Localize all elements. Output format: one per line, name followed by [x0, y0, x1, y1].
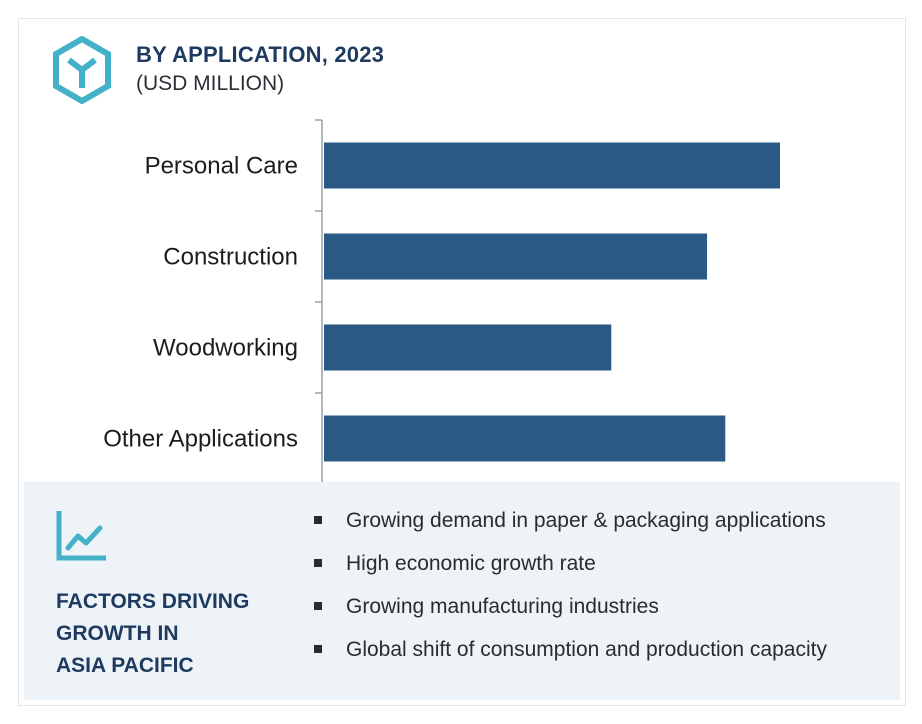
category-label: Other Applications [103, 426, 298, 453]
factors-title-line: ASIA PACIFIC [56, 654, 194, 677]
line-chart-icon [56, 511, 106, 561]
bars-group [324, 142, 780, 462]
list-item-text: High economic growth rate [346, 552, 596, 575]
bullet-icon [314, 645, 322, 653]
bar [324, 415, 726, 462]
bar [324, 233, 708, 280]
list-item: Growing demand in paper & packaging appl… [314, 506, 827, 549]
category-label: Personal Care [145, 153, 298, 180]
list-item-text: Growing demand in paper & packaging appl… [346, 509, 826, 532]
chart-title: BY APPLICATION, 2023 [136, 42, 385, 67]
bullet-icon [314, 559, 322, 567]
bullet-icon [314, 602, 322, 610]
list-item: Growing manufacturing industries [314, 592, 827, 635]
factors-title: FACTORS DRIVING GROWTH IN ASIA PACIFIC [56, 586, 296, 682]
category-labels: Personal Care Construction Woodworking Othe… [103, 153, 298, 453]
category-label: Woodworking [153, 335, 298, 362]
list-item-text: Growing manufacturing industries [346, 595, 659, 618]
list-item: High economic growth rate [314, 549, 827, 592]
list-item: Global shift of consumption and producti… [314, 635, 827, 678]
chart-subtitle: (USD MILLION) [136, 72, 285, 95]
bar [324, 324, 612, 371]
category-label: Construction [163, 244, 298, 271]
bar-chart: Personal Care Construction Woodworking Othe… [103, 119, 780, 485]
list-item-text: Global shift of consumption and producti… [346, 638, 827, 661]
factors-title-line: GROWTH IN [56, 622, 179, 645]
factors-panel: FACTORS DRIVING GROWTH IN ASIA PACIFIC G… [24, 482, 900, 700]
factors-list: Growing demand in paper & packaging appl… [314, 506, 827, 678]
hexagon-logo-icon [53, 36, 111, 104]
factors-title-line: FACTORS DRIVING [56, 590, 250, 613]
bar [324, 142, 780, 189]
bullet-icon [314, 516, 322, 524]
y-axis [315, 119, 323, 485]
